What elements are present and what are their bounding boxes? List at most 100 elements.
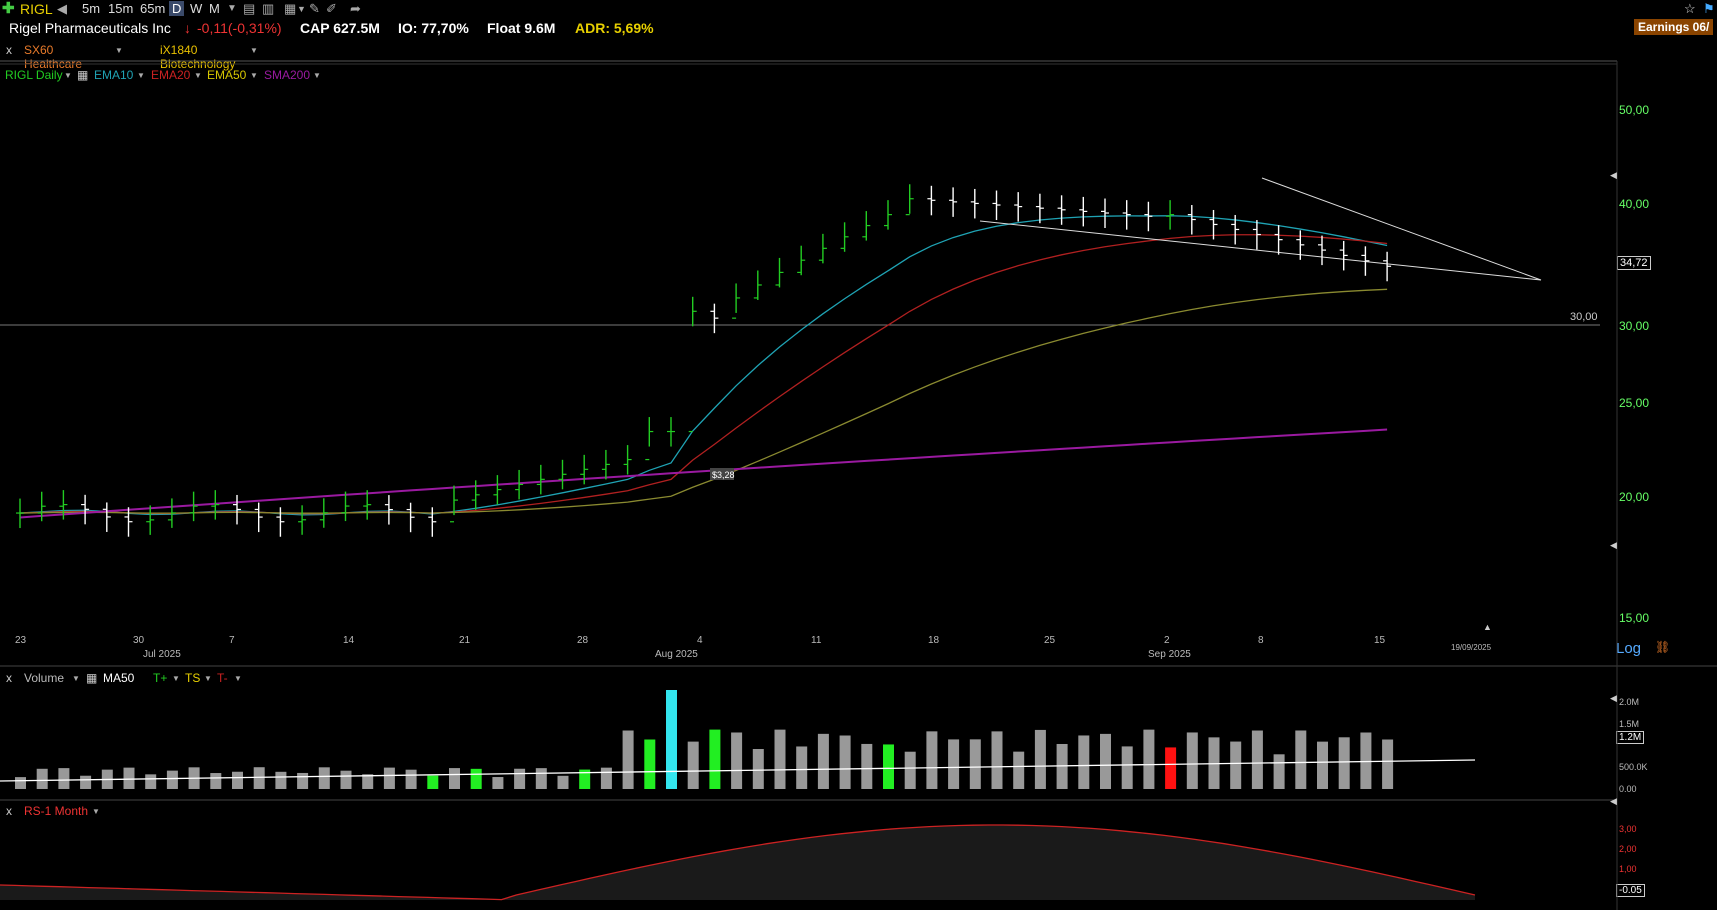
rs-tick: 1,00 (1619, 864, 1637, 874)
x-day-label: 14 (343, 635, 355, 646)
ema10-label[interactable]: EMA10 (94, 68, 134, 82)
scroll-marker-icon: ◀ (1610, 170, 1617, 180)
volume-bar (1230, 741, 1242, 789)
trendline-upper (1261, 177, 1542, 281)
volume-bar (1143, 729, 1155, 789)
volume-bar (1273, 754, 1285, 789)
sma200-dropdown-icon[interactable]: ▼ (313, 71, 321, 80)
main-dropdown-icon[interactable]: ▼ (64, 71, 72, 80)
symbol-label[interactable]: RIGL (20, 1, 53, 17)
volume-bar (709, 729, 721, 789)
close-icon[interactable]: x (6, 804, 12, 818)
down-arrow-icon: ↓ (184, 20, 191, 36)
megaphone-icon[interactable]: ◀ (57, 1, 67, 16)
sma200-label[interactable]: SMA200 (264, 68, 311, 82)
volume-bar (1317, 741, 1328, 789)
tf-weekly[interactable]: W (190, 1, 203, 16)
volume-bar (1186, 732, 1198, 789)
market-cap: CAP 627.5M (300, 20, 380, 36)
bars-icon[interactable]: ▥ (262, 1, 275, 16)
price-annotation: $3,28 (712, 470, 735, 480)
x-day-label: 7 (229, 635, 235, 646)
rs-area (0, 825, 1475, 900)
sector-dropdown-icon[interactable]: ▼ (115, 46, 123, 55)
volume-bar (1013, 751, 1025, 789)
company-name: Rigel Pharmaceuticals Inc (9, 20, 171, 36)
rs-dropdown-icon[interactable]: ▼ (92, 807, 100, 816)
x-month-label: Jul 2025 (143, 649, 181, 660)
volume-bar (991, 731, 1003, 789)
add-icon[interactable]: ✚ (2, 0, 15, 17)
volume-bar (15, 777, 26, 789)
hline-label: 30,00 (1570, 311, 1598, 323)
price-tick-40: 40,00 (1619, 197, 1650, 211)
volume-bar (1100, 733, 1111, 789)
x-day-label: 15 (1374, 635, 1386, 646)
grid-dropdown-icon[interactable]: ▼ (297, 4, 306, 14)
flag-icon[interactable]: ⚑ (1703, 1, 1715, 16)
volume-bar (644, 739, 656, 789)
rs-line (0, 824, 1476, 901)
link-icon[interactable]: ⛓ (1655, 640, 1671, 654)
volume-bar (275, 771, 287, 789)
ema50-label[interactable]: EMA50 (207, 68, 247, 82)
tminus-dropdown-icon[interactable]: ▼ (234, 674, 242, 683)
tf-65m[interactable]: 65m (140, 1, 166, 16)
volume-bar (1034, 729, 1046, 789)
close-icon[interactable]: x (6, 671, 12, 685)
adr: ADR: 5,69% (575, 20, 654, 36)
price-tick-50: 50,00 (1619, 103, 1650, 117)
ma50-label[interactable]: MA50 (103, 671, 135, 685)
main-series-label[interactable]: RIGL Daily (5, 68, 63, 82)
industry-dropdown-icon[interactable]: ▼ (250, 46, 258, 55)
share-icon[interactable]: ➦ (350, 1, 361, 16)
volume-bar (796, 746, 808, 789)
rs-tick: 3,00 (1619, 824, 1637, 834)
scroll-marker-icon: ◀ (1610, 540, 1617, 550)
draw-icon[interactable]: ✐ (326, 1, 337, 16)
table-icon[interactable]: ▦ (86, 671, 98, 685)
table-icon[interactable]: ▦ (77, 68, 89, 82)
scroll-marker-icon: ◀ (1610, 693, 1617, 703)
pencil-icon[interactable]: ✎ (309, 1, 320, 16)
earnings-badge[interactable]: Earnings 06/ (1634, 19, 1714, 35)
volume-bar (318, 767, 330, 789)
ema20-label[interactable]: EMA20 (151, 68, 191, 82)
rs-label[interactable]: RS-1 Month (24, 804, 89, 818)
volume-bar (1121, 746, 1133, 789)
tf-15m[interactable]: 15m (108, 1, 134, 16)
ema20-dropdown-icon[interactable]: ▼ (194, 71, 202, 80)
close-icon[interactable]: x (6, 43, 12, 57)
price-tick-30: 30,00 (1619, 319, 1650, 333)
tplus-dropdown-icon[interactable]: ▼ (172, 674, 180, 683)
tf-daily[interactable]: D (169, 1, 185, 16)
ema10-dropdown-icon[interactable]: ▼ (137, 71, 145, 80)
volume-ma50-line (0, 759, 1476, 782)
volume-dropdown-icon[interactable]: ▼ (72, 674, 80, 683)
volume-bar (817, 733, 829, 789)
grid-icon[interactable]: ▦ (284, 1, 297, 16)
volume-bar (340, 770, 352, 789)
volume-label[interactable]: Volume (24, 671, 65, 685)
volume-bar (883, 744, 894, 789)
annotation-box (710, 468, 734, 480)
volume-bar (948, 739, 960, 789)
tf-5m[interactable]: 5m (82, 1, 101, 16)
volume-bar (579, 769, 591, 789)
ts-dropdown-icon[interactable]: ▼ (204, 674, 212, 683)
tplus-label[interactable]: T+ (153, 671, 168, 685)
timeframe-dropdown-icon[interactable]: ▼ (227, 3, 237, 14)
tminus-label[interactable]: T- (217, 671, 228, 685)
star-icon[interactable]: ☆ (1684, 1, 1696, 16)
volume-bar (123, 767, 135, 789)
chart-type-icon[interactable]: ▤ (243, 1, 256, 16)
volume-bar (36, 768, 48, 789)
x-day-label: 2 (1164, 635, 1170, 646)
ema50-dropdown-icon[interactable]: ▼ (250, 71, 258, 80)
ts-label[interactable]: TS (185, 671, 201, 685)
log-toggle[interactable]: Log (1616, 640, 1642, 657)
tf-monthly[interactable]: M (209, 1, 220, 16)
volume-bar (405, 769, 417, 789)
x-day-label: 8 (1258, 635, 1264, 646)
